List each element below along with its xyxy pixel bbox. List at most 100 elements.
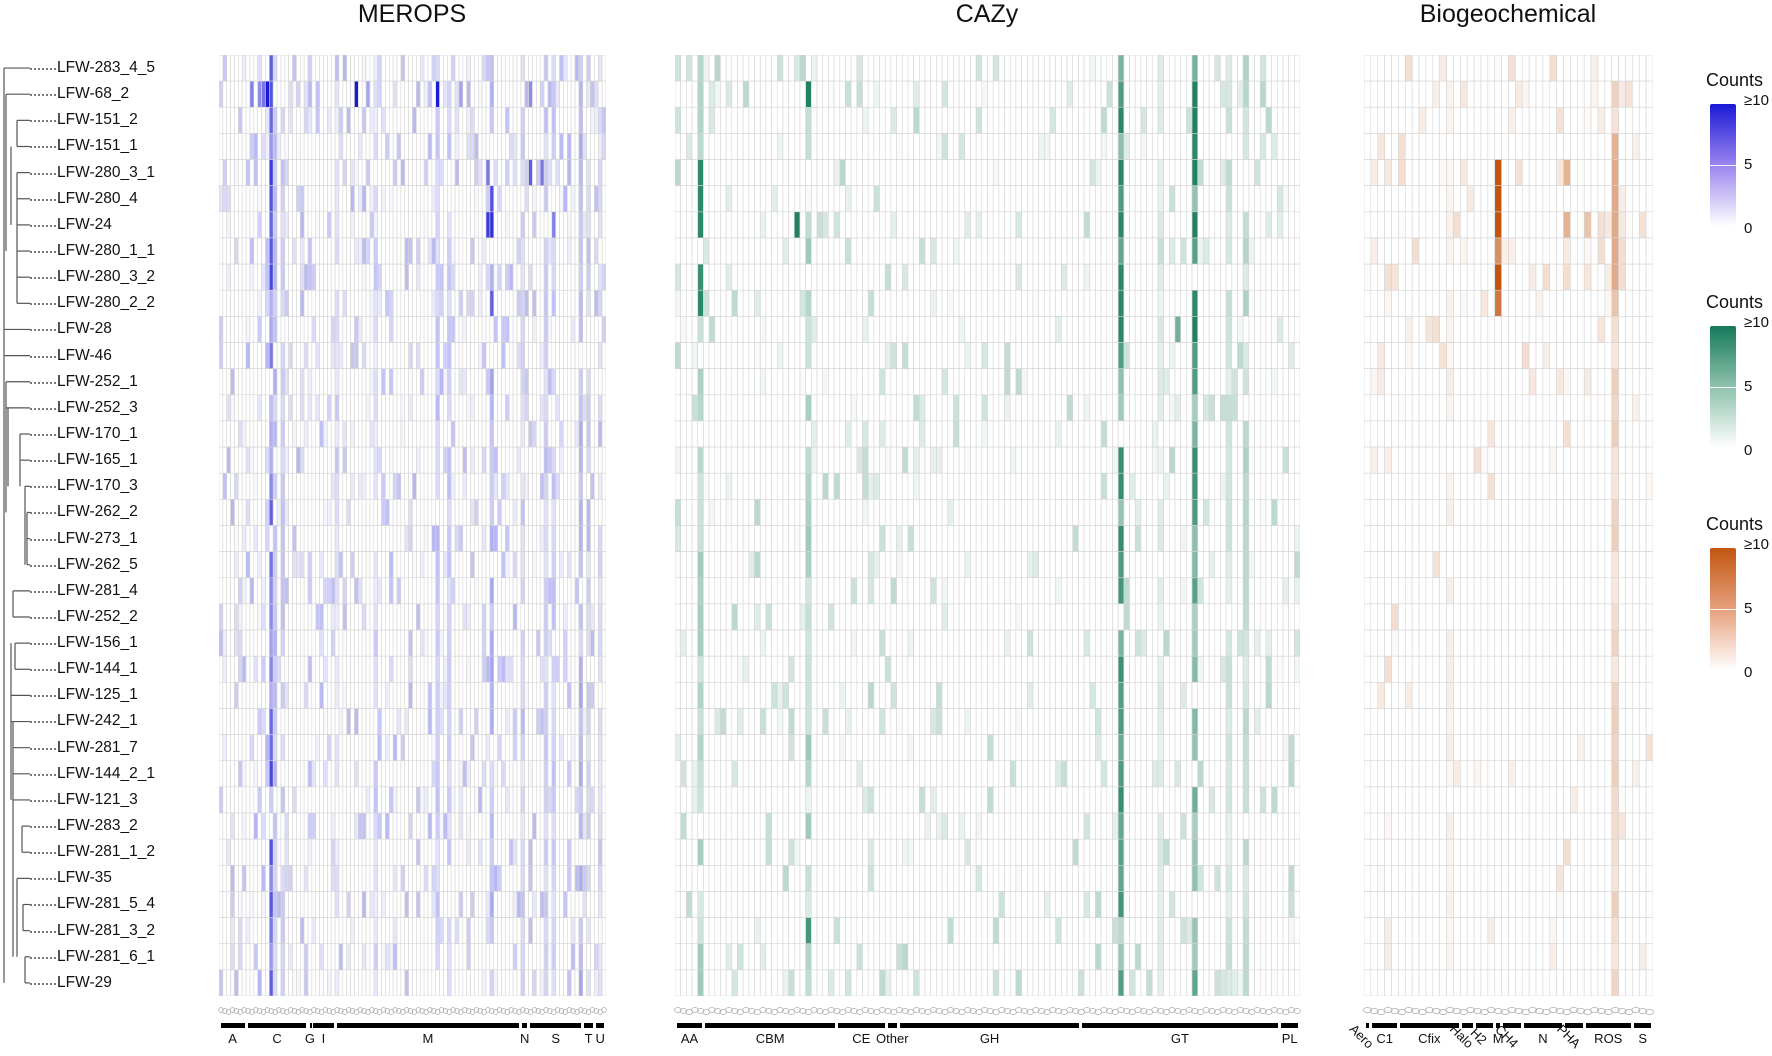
legend-tick-label: 0	[1744, 664, 1753, 681]
group-bar	[900, 1023, 1080, 1028]
group-bar	[1496, 1023, 1501, 1028]
leader-dots	[30, 944, 56, 970]
leader-dots	[30, 813, 56, 839]
legend-tick-label: 0	[1744, 442, 1753, 459]
leader-dots	[30, 708, 56, 734]
leader-dots	[30, 552, 56, 578]
group-bar	[676, 1023, 703, 1028]
group-label: C1	[1376, 1031, 1393, 1046]
leader-dots	[30, 316, 56, 342]
leader-dots	[30, 970, 56, 996]
heatmap-cazy	[675, 55, 1300, 996]
row-label: LFW-144_1	[57, 660, 138, 678]
group-label: ROS	[1594, 1031, 1623, 1046]
panel-title-biogeochemical: Biogeochemical	[1419, 0, 1597, 28]
column-tick-labels	[1360, 1004, 1657, 1018]
group-bar	[1365, 1023, 1370, 1028]
legend-tick-label: 5	[1744, 156, 1753, 173]
row-label: LFW-170_3	[57, 477, 138, 495]
group-label: M	[1492, 1031, 1504, 1046]
group-label: U	[595, 1031, 605, 1046]
leader-dots	[30, 735, 56, 761]
row-dendrogram	[3, 67, 30, 984]
row-label: LFW-273_1	[57, 529, 138, 547]
row-label: LFW-68_2	[57, 85, 130, 103]
group-bar	[1399, 1023, 1459, 1028]
group-label: AA	[680, 1031, 699, 1046]
leader-dots	[30, 186, 56, 212]
group-label: N	[520, 1031, 530, 1046]
row-label: LFW-283_2	[57, 817, 138, 835]
group-bar	[1280, 1023, 1299, 1028]
group-bar	[1523, 1023, 1563, 1028]
group-bar	[313, 1023, 334, 1028]
legend-tick-label: ≥10	[1744, 536, 1769, 553]
leader-dots	[30, 630, 56, 656]
row-label: LFW-125_1	[57, 686, 138, 704]
leader-dots	[30, 160, 56, 186]
leader-dots	[30, 761, 56, 787]
row-label: LFW-252_3	[57, 398, 138, 416]
group-label: M	[422, 1031, 434, 1046]
leader-dots	[30, 865, 56, 891]
leader-dots	[30, 526, 56, 552]
legend-tick-mark	[1710, 387, 1736, 388]
leader-dots	[30, 107, 56, 133]
group-bar	[1372, 1023, 1397, 1028]
row-label: LFW-280_4	[57, 189, 138, 207]
leader-dots	[30, 578, 56, 604]
row-label: LFW-281_6_1	[57, 947, 155, 965]
leader-dots	[30, 839, 56, 865]
group-label: Other	[876, 1031, 909, 1046]
group-bar	[1565, 1023, 1583, 1028]
leader-dots	[30, 421, 56, 447]
group-bar	[309, 1023, 312, 1028]
group-label: GT	[1170, 1031, 1189, 1046]
row-label: LFW-262_5	[57, 555, 138, 573]
group-bar	[1633, 1023, 1652, 1028]
legend-tick-label: 5	[1744, 378, 1753, 395]
leader-dots	[30, 133, 56, 159]
panel-title-merops: MEROPS	[357, 0, 467, 28]
leader-dots	[30, 499, 56, 525]
row-label: LFW-283_4_5	[57, 59, 155, 76]
group-label: T	[584, 1031, 593, 1046]
leader-dots	[30, 395, 56, 421]
leader-dots	[30, 891, 56, 917]
row-label: LFW-144_2_1	[57, 764, 155, 782]
leader-dots	[30, 473, 56, 499]
group-bar	[336, 1023, 520, 1028]
row-label: LFW-280_2_2	[57, 294, 155, 312]
row-label: LFW-280_3_2	[57, 268, 155, 286]
group-bar	[705, 1023, 835, 1028]
group-label: Cfix	[1418, 1031, 1441, 1046]
leader-dots	[30, 343, 56, 369]
panel-title-cazy: CAZy	[955, 0, 1019, 28]
leader-dots	[30, 81, 56, 107]
group-bar	[1082, 1023, 1278, 1028]
group-bar	[887, 1023, 897, 1028]
leader-dots	[30, 604, 56, 630]
row-label: LFW-280_1_1	[57, 241, 155, 259]
group-bar	[1475, 1023, 1494, 1028]
group-label: CE	[852, 1031, 871, 1046]
legend-title: Counts	[1706, 70, 1764, 90]
row-label: LFW-46	[57, 346, 112, 364]
row-label: LFW-170_1	[57, 424, 138, 442]
group-bar	[837, 1023, 885, 1028]
legend-tick-label: 5	[1744, 600, 1753, 617]
leader-dots	[30, 264, 56, 290]
legend-tick-label: ≥10	[1744, 92, 1769, 109]
legend-tick-label: ≥10	[1744, 314, 1769, 331]
row-label: LFW-242_1	[57, 712, 138, 730]
group-label: G	[304, 1031, 315, 1046]
group-label: CBM	[755, 1031, 785, 1046]
row-label: LFW-35	[57, 869, 112, 887]
leader-dots	[30, 238, 56, 264]
leader-dots	[30, 55, 56, 81]
group-bar	[530, 1023, 582, 1028]
legend-title: Counts	[1706, 514, 1764, 534]
row-label: LFW-252_1	[57, 372, 138, 390]
column-tick-labels	[671, 1004, 1304, 1018]
group-label: N	[1538, 1031, 1548, 1046]
